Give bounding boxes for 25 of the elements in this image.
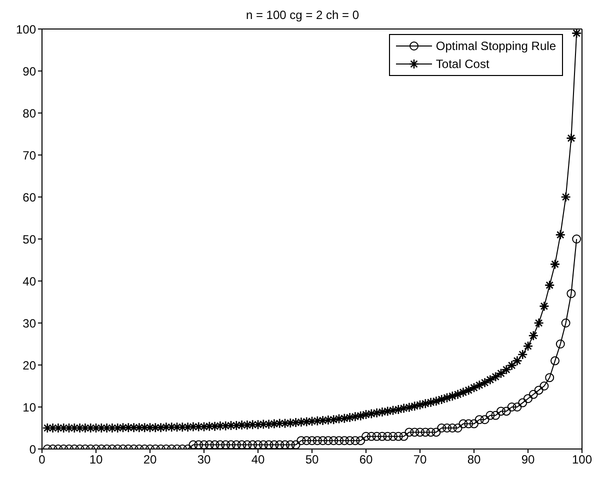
x-tick-label: 90 <box>521 452 535 467</box>
y-tick-label: 80 <box>22 106 36 120</box>
x-tick-label: 20 <box>143 452 157 467</box>
y-tick-label: 60 <box>22 190 36 204</box>
y-tick-label: 20 <box>22 358 36 372</box>
y-tick-label: 0 <box>29 442 36 456</box>
x-tick-label: 100 <box>572 452 592 467</box>
y-tick-label: 50 <box>22 232 36 246</box>
y-tick-label: 10 <box>22 400 36 414</box>
legend-label: Total Cost <box>436 57 490 71</box>
x-tick-label: 30 <box>197 452 211 467</box>
y-tick-label: 30 <box>22 316 36 330</box>
x-tick-label: 70 <box>413 452 427 467</box>
y-tick-label: 90 <box>22 64 36 78</box>
x-tick-label: 10 <box>89 452 103 467</box>
y-tick-label: 40 <box>22 274 36 288</box>
chart-title: n = 100 cg = 2 ch = 0 <box>244 8 360 24</box>
x-tick-label: 0 <box>38 452 46 467</box>
y-tick-label: 100 <box>16 22 36 36</box>
y-tick-label: 70 <box>22 148 36 162</box>
x-tick-label: 40 <box>251 452 265 467</box>
x-tick-label: 80 <box>467 452 481 467</box>
x-tick-label: 50 <box>305 452 319 467</box>
x-tick-label: 60 <box>359 452 373 467</box>
legend-label: Optimal Stopping Rule <box>436 39 556 53</box>
